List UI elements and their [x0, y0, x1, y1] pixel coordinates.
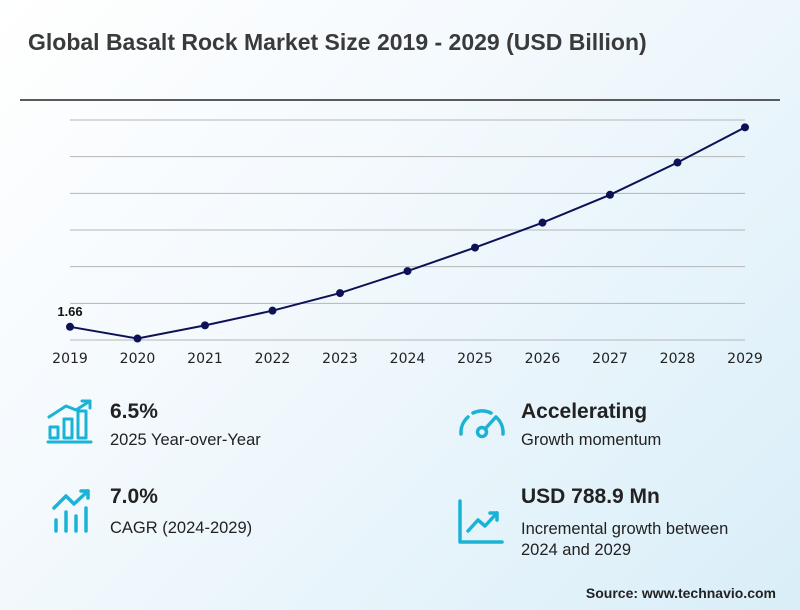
x-tick-label: 2028: [660, 351, 696, 367]
source-note: Source: www.technavio.com: [585, 585, 776, 601]
stat-cagr-value: 7.0%: [110, 485, 158, 508]
stat-yoy: 6.5%: [110, 400, 158, 424]
data-point: [538, 218, 547, 227]
stat-incremental-desc: Incremental growth between 2024 and 2029: [521, 520, 729, 559]
stat-cagr-desc: CAGR (2024-2029): [110, 519, 253, 537]
line-chart: 2019 2020 2021 2022 2023 2024 2025 2026 2027 2028…: [52, 119, 763, 367]
x-tick-label: 2019: [52, 351, 88, 367]
chart-title: Global Basalt Rock Market Size 2019 - 20…: [28, 29, 647, 55]
data-point: [606, 190, 614, 199]
stat-incremental-value: USD 788.9 Mn: [521, 485, 660, 508]
title-divider: [20, 99, 780, 101]
stat-momentum-desc: Growth momentum: [521, 431, 662, 449]
gauge-icon: [459, 409, 505, 439]
bar-chart-up-icon: [46, 399, 93, 444]
data-point: [336, 289, 344, 298]
series-line: [69, 126, 746, 340]
x-tick-label: 2023: [322, 351, 358, 367]
stat-cagr: 7.0%: [110, 485, 158, 509]
data-point: [741, 123, 749, 132]
stat-cagr-desc-wrap: CAGR (2024-2029): [110, 518, 252, 539]
x-tick-label: 2025: [457, 351, 493, 367]
stat-incremental-desc-wrap: Incremental growth between 2024 and 2029: [521, 519, 761, 561]
x-tick-label: 2029: [727, 351, 763, 367]
data-point: [133, 334, 142, 343]
x-tick-label: 2022: [255, 351, 291, 367]
data-point: [268, 306, 277, 315]
x-tick-label: 2026: [525, 351, 561, 367]
stat-yoy-value: 6.5%: [110, 400, 158, 423]
stat-incremental: USD 788.9 Mn: [521, 485, 660, 509]
x-tick-label: 2020: [120, 351, 156, 367]
x-tick-label: 2027: [592, 351, 628, 367]
x-tick-label: 2021: [187, 351, 223, 367]
stat-momentum-value: Accelerating: [521, 400, 648, 423]
trend-chart-icon: [458, 499, 504, 544]
stat-yoy-desc: 2025 Year-over-Year: [110, 431, 261, 449]
data-point: [403, 267, 412, 276]
data-label: 1.66: [57, 304, 82, 319]
data-point: [201, 321, 209, 330]
stat-momentum-desc-wrap: Growth momentum: [521, 430, 661, 451]
x-tick-label: 2024: [390, 351, 426, 367]
data-point: [471, 243, 479, 252]
stat-yoy-desc-wrap: 2025 Year-over-Year: [110, 430, 261, 451]
stat-momentum: Accelerating: [521, 400, 647, 424]
growth-bars-icon: [52, 489, 90, 533]
data-point: [673, 158, 682, 167]
data-point: [66, 322, 74, 331]
